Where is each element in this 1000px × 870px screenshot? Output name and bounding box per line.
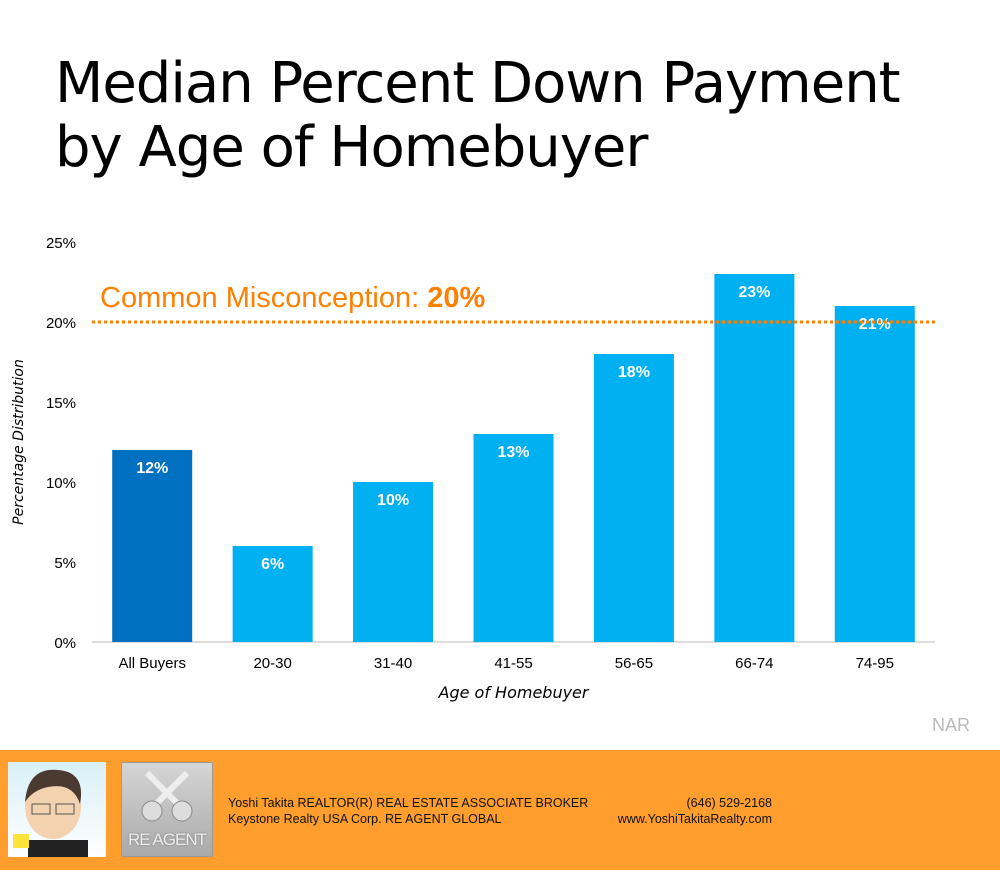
y-tick-label: 20% [46, 315, 76, 332]
bar [834, 306, 915, 642]
company-line: Keystone Realty USA Corp. RE AGENT GLOBA… [228, 812, 502, 826]
x-tick-label: All Buyers [118, 655, 186, 672]
website-link[interactable]: www.YoshiTakitaRealty.com [617, 812, 772, 826]
reference-line-label: Common Misconception: 20% [100, 282, 485, 314]
reference-label-text: Common Misconception: [100, 282, 427, 314]
y-tick-label: 25% [46, 235, 76, 252]
x-tick-label: 20-30 [253, 655, 291, 672]
data-label: 23% [738, 284, 770, 301]
y-tick-label: 5% [54, 555, 76, 572]
x-tick-label: 56-65 [615, 655, 653, 672]
bar [353, 482, 434, 642]
y-axis-title: Percentage Distribution [11, 359, 27, 525]
agent-caricature-image [8, 762, 106, 857]
footer-banner: RE AGENT Yoshi Takita REALTOR(R) REAL ES… [0, 750, 1000, 870]
data-label: 18% [618, 364, 650, 381]
title-line-1: Median Percent Down Payment [55, 51, 901, 116]
bar [232, 546, 313, 642]
re-agent-logo: RE AGENT [121, 762, 213, 857]
x-tick-label: 41-55 [494, 655, 532, 672]
data-label: 6% [261, 556, 284, 573]
bar [593, 354, 674, 642]
bar [112, 450, 193, 642]
reference-label-value: 20% [427, 282, 485, 314]
y-tick-label: 15% [46, 395, 76, 412]
phone-number: (646) 529-2168 [686, 796, 772, 810]
bar [714, 274, 795, 642]
x-tick-label: 66-74 [735, 655, 773, 672]
x-tick-label: 31-40 [374, 655, 412, 672]
data-label: 13% [497, 444, 529, 461]
x-axis-title: Age of Homebuyer [438, 683, 590, 702]
title-line-2: by Age of Homebuyer [55, 115, 648, 180]
x-tick-label: 74-95 [856, 655, 894, 672]
y-tick-label: 10% [46, 475, 76, 492]
y-tick-label: 0% [54, 635, 76, 652]
agent-name-line: Yoshi Takita REALTOR(R) REAL ESTATE ASSO… [228, 796, 589, 810]
chart-title: Median Percent Down Payment by Age of Hom… [55, 51, 901, 180]
data-label: 12% [136, 460, 168, 477]
data-label: 21% [859, 316, 891, 333]
data-label: 10% [377, 492, 409, 509]
bar [473, 434, 554, 642]
source-label: NAR [931, 715, 970, 735]
bar-chart: 0% 5% 10% 15% 20% 25% 12% All Buyers 6% 20-30 10% 3… [11, 235, 935, 702]
logo-text: RE AGENT [128, 830, 207, 849]
